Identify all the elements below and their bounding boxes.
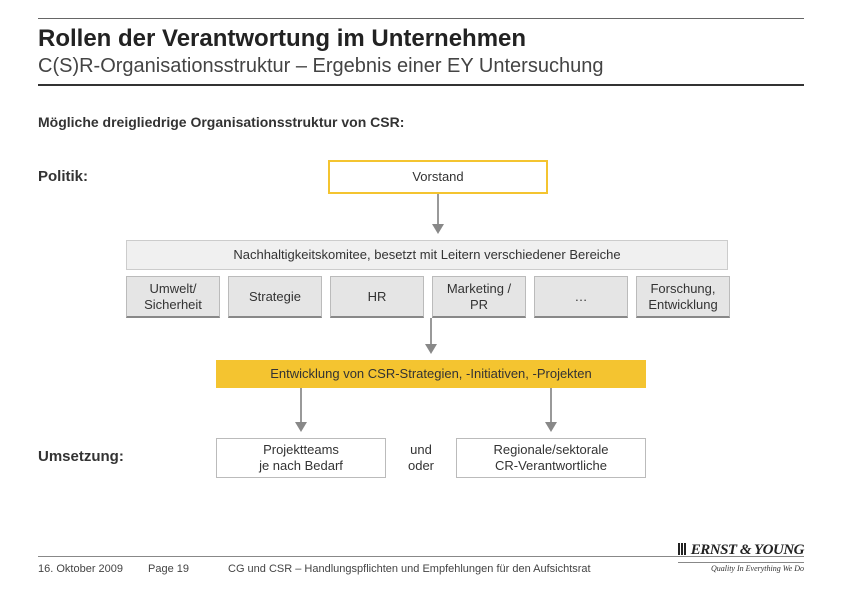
node-dep-forschung: Forschung, Entwicklung	[636, 276, 730, 318]
ey-tagline: Quality In Everything We Do	[678, 562, 804, 573]
edge-strip-regional	[550, 388, 552, 422]
node-dep-marketing: Marketing / PR	[432, 276, 526, 318]
text-und-oder: und oder	[396, 442, 446, 473]
node-dep-umwelt: Umwelt/ Sicherheit	[126, 276, 220, 318]
ey-logo: ERNST & YOUNG Quality In Everything We D…	[678, 542, 804, 573]
arrowhead-1	[432, 224, 444, 234]
ey-brand-text: ERNST & YOUNG	[691, 542, 804, 558]
org-diagram: Politik: Vorstand Nachhaltigkeitskomitee…	[38, 150, 804, 510]
ey-bars-icon	[678, 543, 687, 560]
footer-page: Page 19	[148, 563, 228, 575]
edge-vorstand-committee	[437, 194, 439, 224]
node-dep-ellipsis: …	[534, 276, 628, 318]
section-heading: Mögliche dreigliedrige Organisationsstru…	[38, 114, 804, 130]
page-subtitle: C(S)R-Organisationsstruktur – Ergebnis e…	[38, 55, 804, 78]
arrowhead-2	[425, 344, 437, 354]
edge-strip-proj	[300, 388, 302, 422]
top-rule	[38, 18, 804, 19]
page-title: Rollen der Verantwortung im Unternehmen	[38, 25, 804, 53]
thick-rule	[38, 84, 804, 86]
footer-date: 16. Oktober 2009	[38, 563, 148, 575]
ey-brand-name: ERNST & YOUNG	[678, 542, 804, 560]
edge-committee-strip	[430, 318, 432, 344]
node-strip: Entwicklung von CSR-Strategien, -Initiat…	[216, 360, 646, 388]
arrowhead-4	[545, 422, 557, 432]
arrowhead-3	[295, 422, 307, 432]
node-vorstand: Vorstand	[328, 160, 548, 194]
label-umsetzung: Umsetzung:	[38, 448, 124, 465]
node-dep-hr: HR	[330, 276, 424, 318]
node-dep-strategie: Strategie	[228, 276, 322, 318]
node-regional: Regionale/sektorale CR-Verantwortliche	[456, 438, 646, 478]
node-projektteams: Projektteams je nach Bedarf	[216, 438, 386, 478]
node-committee: Nachhaltigkeitskomitee, besetzt mit Leit…	[126, 240, 728, 270]
label-politik: Politik:	[38, 168, 88, 185]
